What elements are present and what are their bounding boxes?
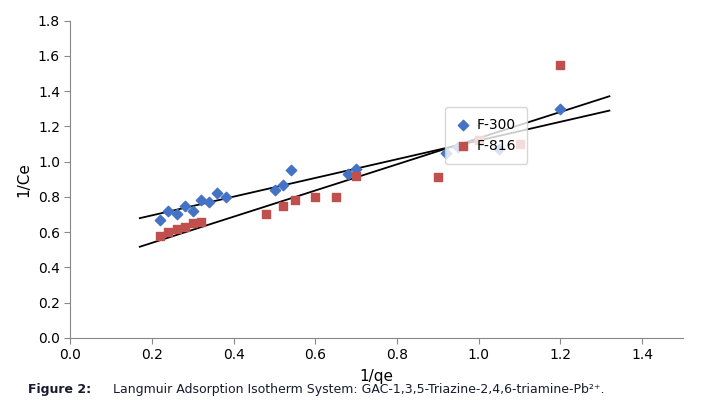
F-300 [285, 167, 296, 174]
F-816 [432, 174, 444, 181]
F-300 [212, 190, 223, 197]
F-816 [310, 194, 321, 200]
F-816 [473, 137, 484, 144]
F-300 [269, 187, 280, 193]
Text: Langmuir Adsorption Isotherm System: GAC-1,3,5-Triazine-2,4,6-triamine-Pb²⁺.: Langmuir Adsorption Isotherm System: GAC… [109, 382, 605, 396]
F-300 [441, 150, 452, 156]
F-816 [155, 232, 166, 239]
F-816 [289, 197, 301, 204]
F-300 [187, 208, 199, 214]
F-300 [179, 202, 190, 209]
F-300 [155, 216, 166, 223]
F-300 [163, 208, 174, 214]
Text: Figure 2:: Figure 2: [28, 382, 92, 396]
X-axis label: 1/qe: 1/qe [360, 369, 394, 384]
F-816 [514, 140, 525, 147]
F-816 [555, 61, 566, 68]
F-816 [187, 220, 199, 227]
F-300 [555, 105, 566, 112]
F-816 [171, 225, 182, 232]
F-300 [453, 144, 464, 151]
F-300 [171, 211, 182, 218]
F-816 [277, 202, 289, 209]
F-816 [163, 229, 174, 235]
F-300 [196, 197, 207, 204]
F-300 [342, 171, 353, 177]
F-300 [351, 165, 362, 172]
F-300 [220, 194, 231, 200]
Legend: F-300, F-816: F-300, F-816 [445, 107, 527, 164]
Y-axis label: 1/Ce: 1/Ce [16, 162, 31, 197]
F-816 [196, 218, 207, 225]
F-300 [277, 181, 289, 188]
F-816 [330, 194, 341, 200]
F-816 [351, 172, 362, 179]
F-816 [179, 223, 190, 230]
F-300 [203, 199, 215, 206]
F-300 [494, 146, 505, 152]
F-816 [260, 211, 272, 218]
